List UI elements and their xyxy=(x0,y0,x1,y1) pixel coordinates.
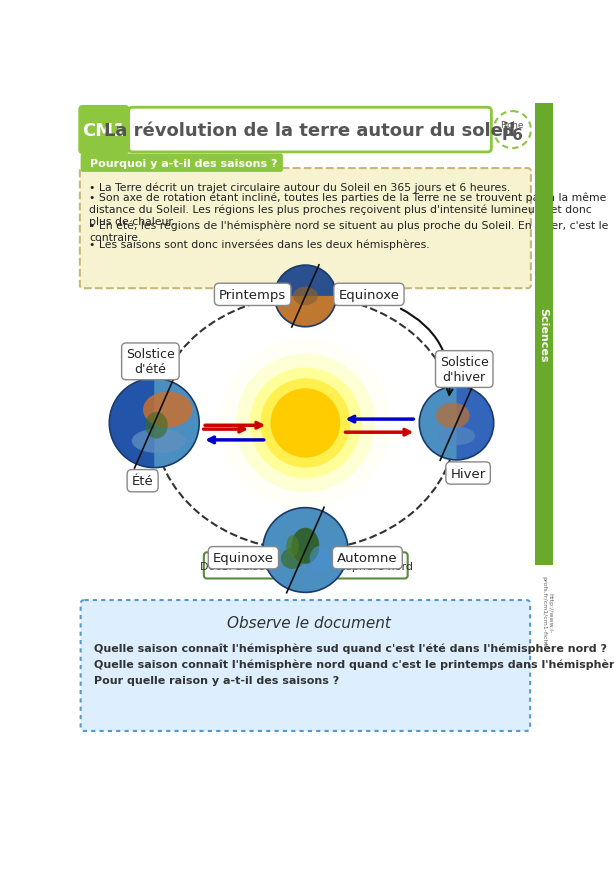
Ellipse shape xyxy=(438,428,475,446)
Ellipse shape xyxy=(143,392,192,428)
Text: Doc1. Saisons dans l'hémisphère nord: Doc1. Saisons dans l'hémisphère nord xyxy=(200,561,413,571)
Wedge shape xyxy=(274,266,336,296)
FancyBboxPatch shape xyxy=(129,108,491,153)
FancyBboxPatch shape xyxy=(535,104,553,566)
Ellipse shape xyxy=(132,429,185,454)
Circle shape xyxy=(274,266,336,328)
Wedge shape xyxy=(456,387,494,461)
Circle shape xyxy=(419,387,494,461)
Text: • La Terre décrit un trajet circulaire autour du Soleil en 365 jours et 6 heures: • La Terre décrit un trajet circulaire a… xyxy=(89,182,510,192)
Text: Printemps: Printemps xyxy=(219,289,286,302)
Ellipse shape xyxy=(146,412,168,439)
Text: Fiche: Fiche xyxy=(500,122,524,130)
Text: Quelle saison connaît l'hémisphère nord quand c'est le printemps dans l'hémisphè: Quelle saison connaît l'hémisphère nord … xyxy=(94,659,614,669)
Ellipse shape xyxy=(286,535,299,557)
Circle shape xyxy=(260,379,351,468)
Circle shape xyxy=(271,388,340,458)
Text: http://www.i-
profs.fr/cm1/cm1-fiche-: http://www.i- profs.fr/cm1/cm1-fiche- xyxy=(542,575,553,648)
FancyBboxPatch shape xyxy=(80,169,531,289)
Circle shape xyxy=(236,355,375,493)
Text: La révolution de la terre autour du soleil: La révolution de la terre autour du sole… xyxy=(104,122,516,139)
FancyBboxPatch shape xyxy=(204,553,408,579)
Ellipse shape xyxy=(281,548,305,569)
FancyBboxPatch shape xyxy=(80,600,530,731)
Circle shape xyxy=(263,508,348,593)
Text: • Les saisons sont donc inversées dans les deux hémisphères.: • Les saisons sont donc inversées dans l… xyxy=(89,240,430,250)
Text: Pour quelle raison y a-t-il des saisons ?: Pour quelle raison y a-t-il des saisons … xyxy=(94,675,339,685)
Text: Automne: Automne xyxy=(337,552,398,565)
Text: Observe le document: Observe le document xyxy=(227,615,391,630)
Wedge shape xyxy=(274,296,336,328)
Circle shape xyxy=(109,379,199,468)
Circle shape xyxy=(494,112,531,149)
Ellipse shape xyxy=(292,528,319,564)
Text: • En été, les régions de l'hémisphère nord se situent au plus proche du Soleil. : • En été, les régions de l'hémisphère no… xyxy=(89,221,608,242)
Text: Été: Été xyxy=(132,474,154,488)
FancyBboxPatch shape xyxy=(79,106,130,155)
Circle shape xyxy=(249,368,361,479)
Ellipse shape xyxy=(293,288,318,306)
Ellipse shape xyxy=(309,546,331,572)
FancyBboxPatch shape xyxy=(80,155,283,173)
Ellipse shape xyxy=(436,403,470,429)
Text: P6: P6 xyxy=(502,128,523,143)
Circle shape xyxy=(220,339,391,508)
Text: Solstice
d'été: Solstice d'été xyxy=(126,348,175,376)
Text: Sciences: Sciences xyxy=(538,308,548,362)
Text: CM1: CM1 xyxy=(82,122,126,139)
Text: Equinoxe: Equinoxe xyxy=(338,289,400,302)
Text: Quelle saison connaît l'hémisphère sud quand c'est l'été dans l'hémisphère nord : Quelle saison connaît l'hémisphère sud q… xyxy=(94,643,607,653)
Wedge shape xyxy=(109,379,154,468)
Text: Pourquoi y a-t-il des saisons ?: Pourquoi y a-t-il des saisons ? xyxy=(90,158,278,169)
Text: • Son axe de rotation étant incliné, toutes les parties de la Terre ne se trouve: • Son axe de rotation étant incliné, tou… xyxy=(89,192,607,227)
Text: Equinoxe: Equinoxe xyxy=(213,552,274,565)
Text: Hiver: Hiver xyxy=(451,467,486,480)
Text: Solstice
d'hiver: Solstice d'hiver xyxy=(440,355,489,383)
